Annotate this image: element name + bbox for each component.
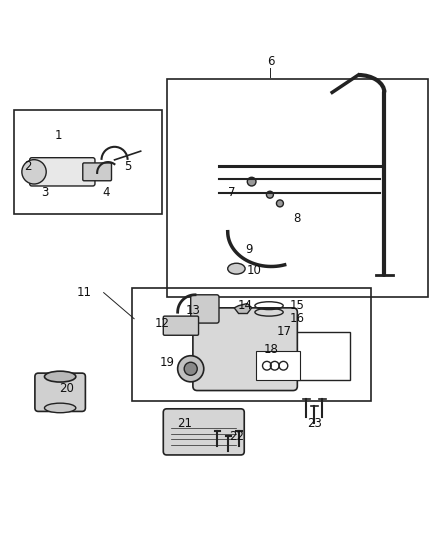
FancyBboxPatch shape bbox=[193, 308, 297, 391]
Text: 7: 7 bbox=[228, 186, 236, 199]
Text: 6: 6 bbox=[268, 55, 275, 68]
Text: 5: 5 bbox=[124, 160, 131, 173]
Text: 8: 8 bbox=[293, 212, 301, 225]
Bar bbox=[14, 110, 162, 214]
Circle shape bbox=[276, 200, 283, 207]
Text: 3: 3 bbox=[41, 186, 49, 199]
Text: 2: 2 bbox=[24, 160, 31, 173]
Text: 15: 15 bbox=[290, 299, 305, 312]
Text: 17: 17 bbox=[277, 325, 292, 338]
FancyBboxPatch shape bbox=[83, 163, 112, 181]
Text: 11: 11 bbox=[77, 286, 92, 299]
FancyBboxPatch shape bbox=[163, 409, 244, 455]
FancyBboxPatch shape bbox=[30, 158, 95, 186]
Text: 23: 23 bbox=[307, 417, 322, 430]
Text: 19: 19 bbox=[159, 356, 174, 369]
Text: 9: 9 bbox=[246, 243, 253, 256]
Text: 13: 13 bbox=[185, 303, 200, 317]
Text: 12: 12 bbox=[155, 317, 170, 329]
Circle shape bbox=[184, 362, 197, 375]
Text: 16: 16 bbox=[290, 312, 305, 325]
Text: 18: 18 bbox=[264, 343, 279, 356]
Text: 20: 20 bbox=[59, 382, 74, 395]
Bar bbox=[132, 288, 371, 401]
Text: 14: 14 bbox=[237, 299, 253, 312]
Text: 4: 4 bbox=[102, 186, 110, 199]
Circle shape bbox=[247, 177, 256, 186]
Ellipse shape bbox=[228, 263, 245, 274]
Text: 10: 10 bbox=[247, 264, 261, 277]
Circle shape bbox=[22, 160, 46, 184]
Text: 21: 21 bbox=[177, 417, 192, 430]
Circle shape bbox=[178, 356, 204, 382]
Polygon shape bbox=[234, 303, 252, 313]
FancyBboxPatch shape bbox=[191, 295, 219, 323]
Circle shape bbox=[266, 191, 273, 198]
FancyBboxPatch shape bbox=[163, 316, 198, 335]
Ellipse shape bbox=[45, 403, 76, 413]
Text: 22: 22 bbox=[229, 430, 244, 443]
Ellipse shape bbox=[45, 371, 76, 382]
Bar bbox=[256, 351, 300, 379]
Bar bbox=[167, 79, 428, 297]
Text: 1: 1 bbox=[54, 130, 62, 142]
FancyBboxPatch shape bbox=[35, 373, 85, 411]
Bar bbox=[245, 332, 350, 379]
